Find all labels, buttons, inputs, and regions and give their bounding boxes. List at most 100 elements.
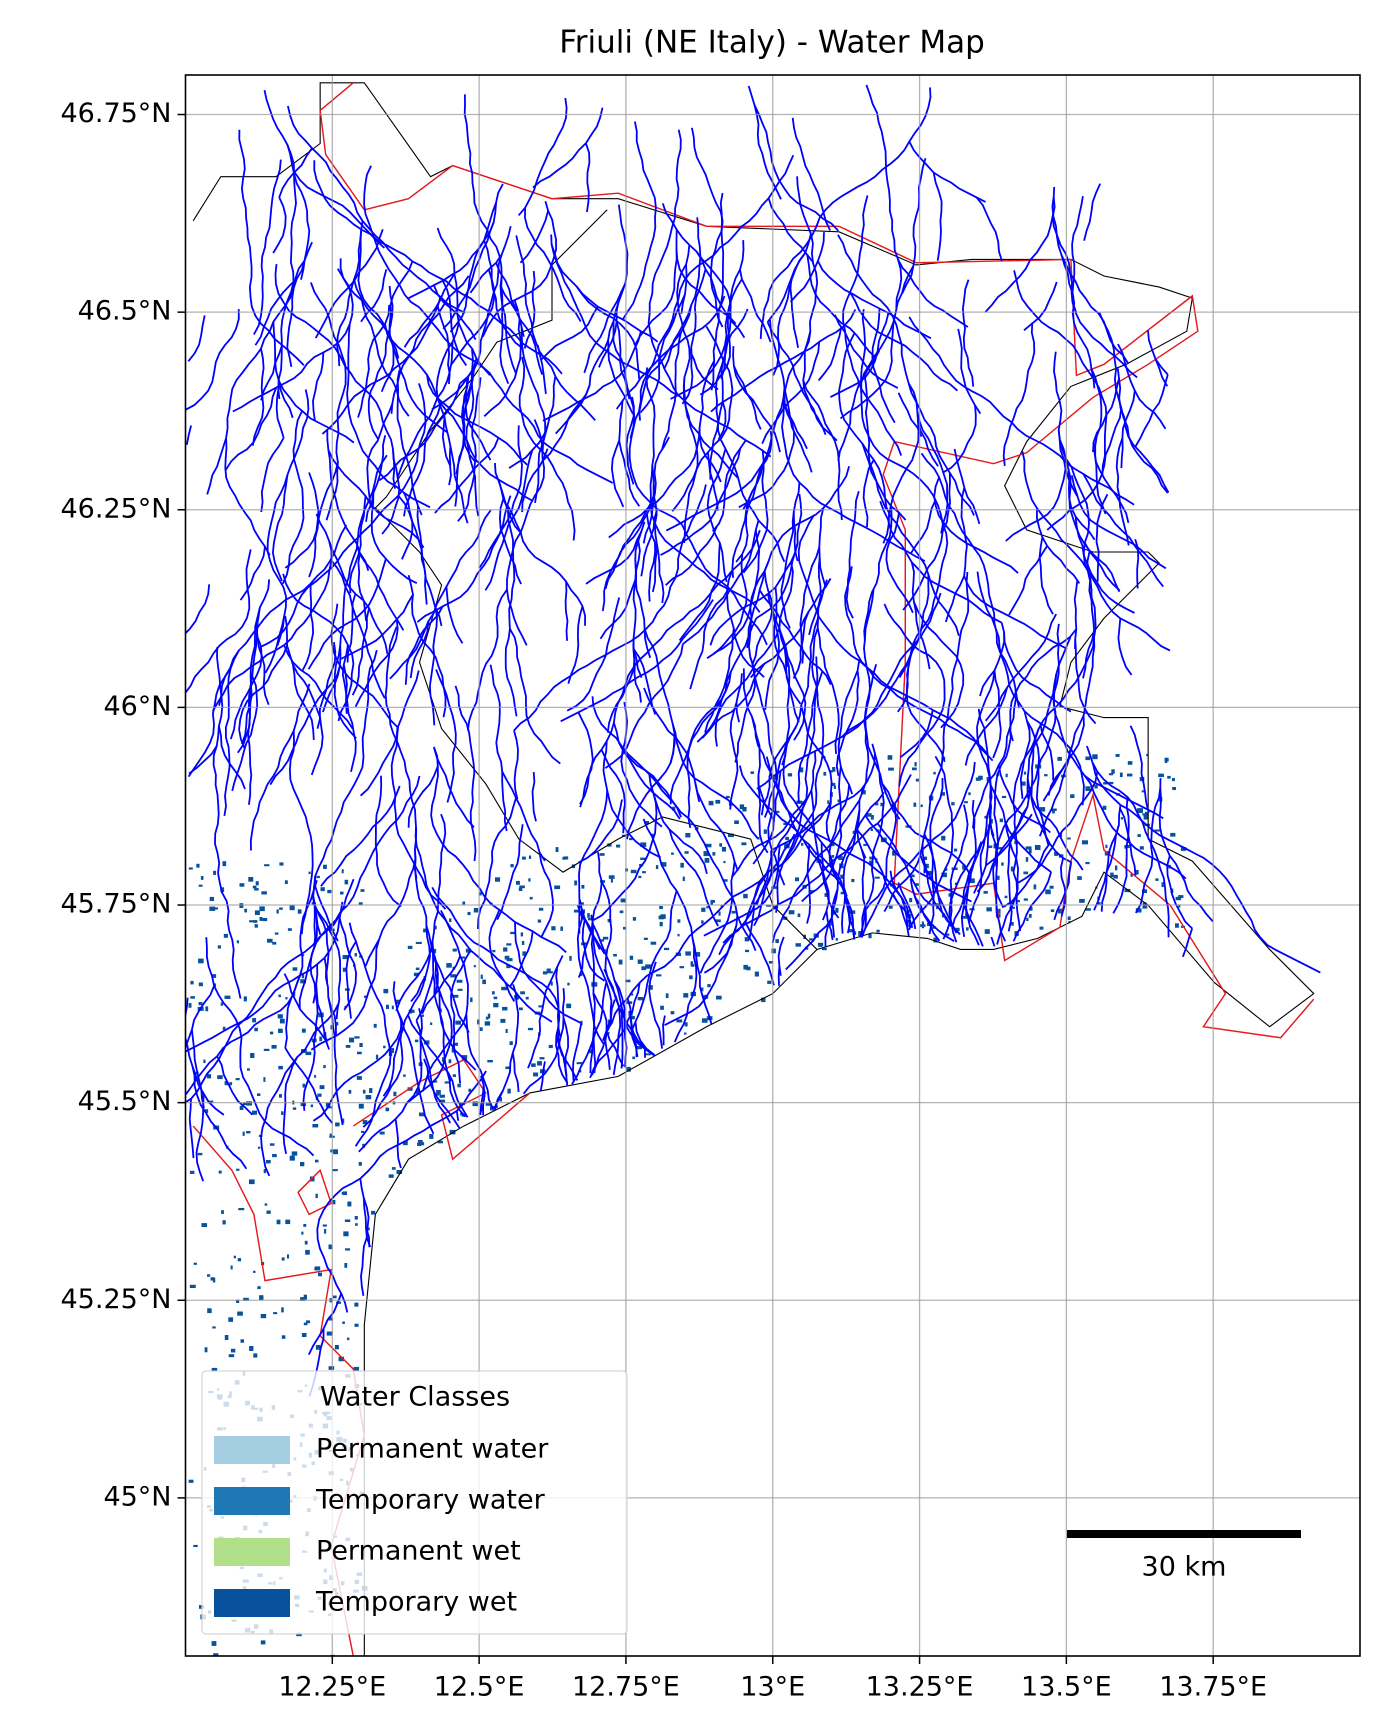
wet-speckle	[393, 1092, 396, 1096]
wet-speckle	[745, 950, 749, 952]
wet-speckle	[492, 991, 495, 994]
wet-speckle	[248, 877, 253, 882]
river	[436, 669, 445, 717]
wet-speckle	[613, 954, 617, 956]
scale-bar-line	[1067, 1530, 1301, 1538]
wet-speckle	[1023, 872, 1028, 875]
wet-speckle	[1085, 757, 1090, 761]
wet-speckle	[871, 815, 874, 820]
wet-speckle	[548, 971, 553, 973]
wet-speckle	[304, 1295, 307, 1300]
wet-speckle	[455, 1021, 461, 1025]
wet-speckle	[312, 1124, 318, 1127]
wet-speckle	[691, 961, 694, 966]
river	[290, 731, 294, 790]
wet-speckle	[968, 792, 970, 795]
wet-speckle	[422, 1015, 424, 1017]
river	[864, 373, 886, 509]
wet-speckle	[522, 857, 526, 860]
wet-speckle	[574, 910, 579, 913]
river	[359, 1008, 422, 1152]
wet-speckle	[256, 881, 259, 885]
wet-speckle	[1067, 838, 1070, 840]
wet-speckle	[228, 1317, 233, 1322]
wet-speckle	[603, 937, 608, 940]
wet-speckle	[250, 1053, 254, 1058]
wet-speckle	[487, 1060, 493, 1062]
wet-speckle	[349, 1090, 352, 1094]
wet-speckle	[418, 1140, 423, 1142]
river	[1084, 184, 1100, 241]
wet-speckle	[531, 1063, 536, 1067]
river	[241, 547, 266, 601]
wet-speckle	[915, 762, 917, 766]
wet-speckle	[205, 1347, 208, 1352]
wet-speckle	[260, 917, 263, 921]
river	[701, 862, 735, 974]
river	[909, 142, 985, 202]
wet-speckle	[240, 883, 245, 887]
river	[294, 789, 313, 934]
y-tick-label: 46°N	[103, 691, 171, 722]
wet-speckle	[551, 926, 555, 930]
wet-speckle	[1070, 794, 1074, 798]
wet-speckle	[259, 906, 264, 911]
wet-speckle	[416, 942, 422, 944]
wet-speckle	[664, 948, 669, 950]
wet-speckle	[494, 997, 498, 1000]
wet-speckle	[237, 940, 239, 943]
wet-speckle	[1111, 769, 1114, 773]
wet-speckle	[529, 856, 531, 859]
wet-speckle	[1142, 813, 1147, 815]
wet-speckle	[344, 1263, 347, 1268]
river	[285, 974, 330, 1050]
wet-speckle	[1057, 757, 1062, 761]
wet-speckle	[1085, 862, 1089, 864]
y-tick-label: 45.25°N	[61, 1284, 172, 1315]
wet-speckle	[203, 1060, 205, 1063]
wet-speckle	[633, 917, 636, 921]
wet-speckle	[1029, 914, 1032, 918]
wet-speckle	[355, 953, 357, 956]
wet-speckle	[249, 1179, 255, 1184]
wet-speckle	[680, 966, 685, 968]
wet-speckle	[755, 972, 759, 977]
wet-speckle	[189, 1003, 192, 1008]
river	[884, 604, 944, 786]
wet-speckle	[1116, 754, 1120, 757]
river	[922, 453, 1020, 708]
wet-speckle	[369, 1088, 372, 1093]
wet-speckle	[985, 929, 990, 934]
river	[218, 873, 241, 999]
wet-speckle	[796, 943, 801, 946]
wet-speckle	[719, 911, 721, 915]
wet-speckle	[964, 801, 968, 803]
wet-speckle	[741, 842, 746, 845]
wet-speckle	[453, 1074, 456, 1077]
wet-speckle	[705, 858, 710, 863]
wet-speckle	[775, 939, 779, 943]
wet-speckle	[520, 991, 525, 994]
river	[1068, 468, 1119, 591]
river	[898, 259, 968, 327]
wet-speckle	[1001, 862, 1003, 865]
river	[818, 261, 931, 338]
wet-speckle	[189, 1480, 194, 1483]
wet-speckle	[315, 1160, 318, 1163]
river	[1075, 580, 1078, 649]
legend-swatch	[214, 1589, 290, 1617]
wet-speckle	[988, 846, 992, 849]
wet-speckle	[954, 849, 957, 852]
wet-speckle	[656, 865, 658, 869]
wet-speckle	[440, 1095, 445, 1098]
wet-speckle	[355, 1324, 359, 1327]
wet-speckle	[449, 918, 451, 922]
wet-speckle	[279, 1094, 282, 1098]
river	[649, 543, 655, 602]
river	[533, 772, 537, 821]
wet-speckle	[836, 938, 838, 941]
wet-speckle	[751, 771, 755, 774]
wet-speckle	[462, 902, 465, 905]
wet-speckle	[600, 853, 605, 856]
wet-speckle	[229, 1354, 234, 1357]
